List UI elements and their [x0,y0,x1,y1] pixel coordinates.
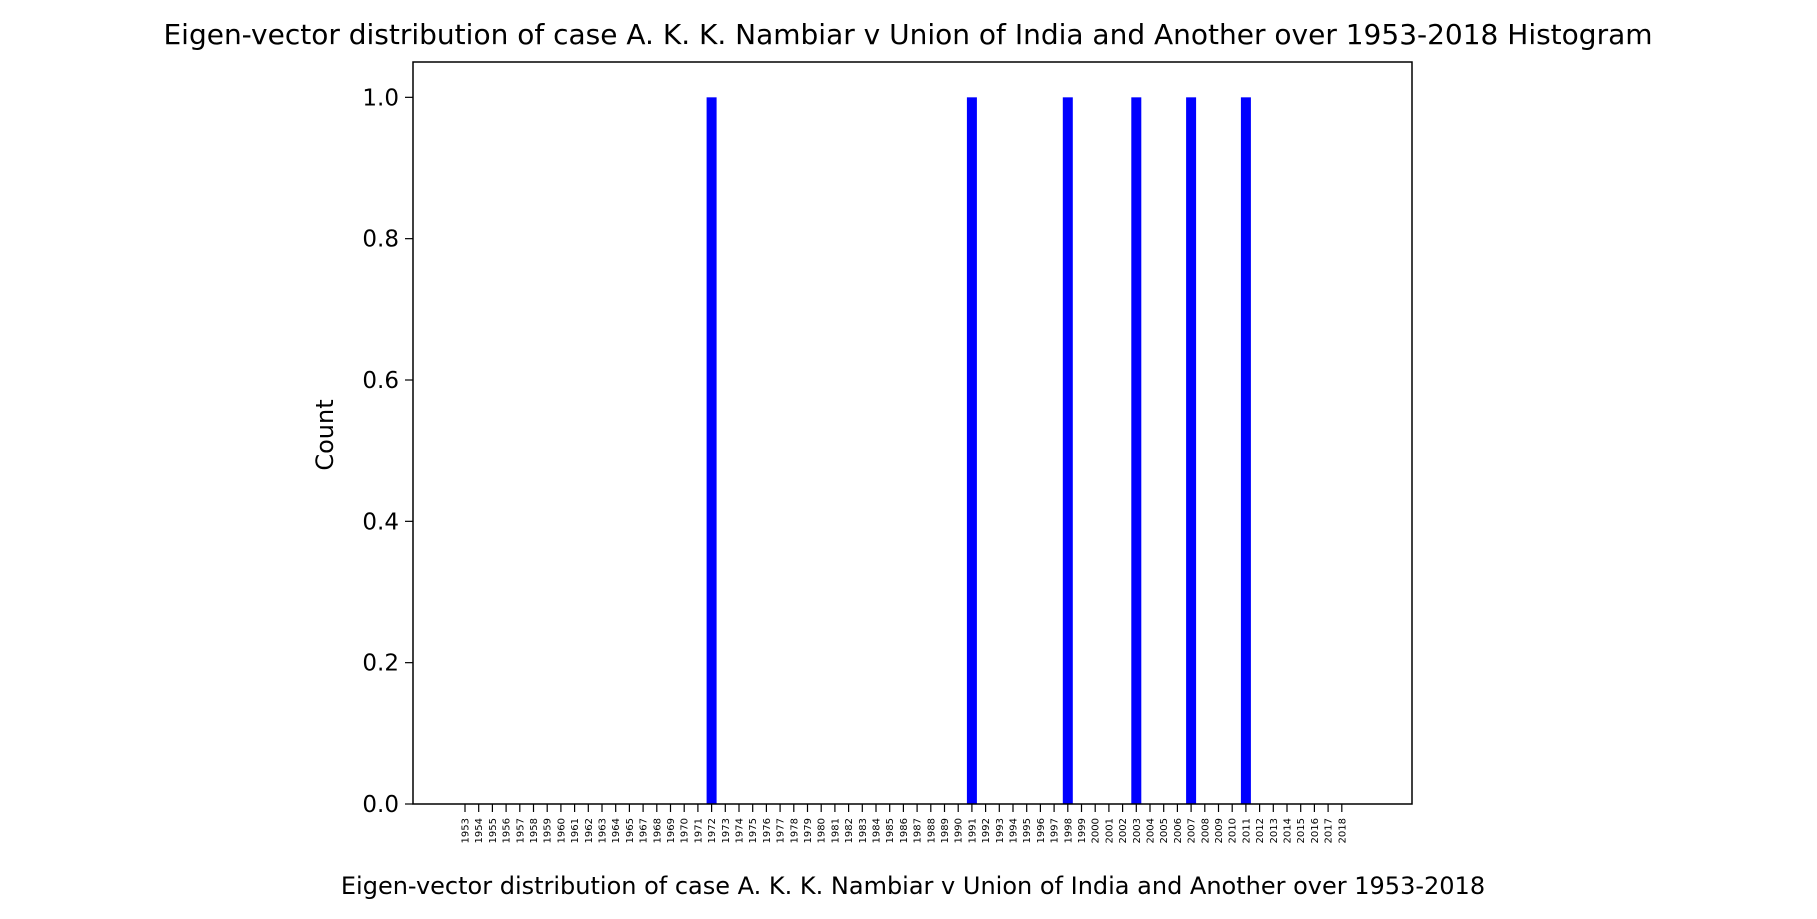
bar-2007 [1186,97,1197,804]
x-tick-label-2015: 2015 [1296,818,1307,843]
bars-layer [706,97,1251,804]
x-tick-label-1967: 1967 [639,818,650,843]
x-tick-label-1959: 1959 [543,818,554,843]
x-tick-label-2001: 2001 [1104,818,1115,843]
x-tick-label-2017: 2017 [1324,818,1335,843]
x-tick-label-1994: 1994 [1009,818,1020,843]
plot-frame [412,61,1413,805]
x-tick-label-1988: 1988 [926,818,937,843]
y-tick-label-0.6: 0.6 [362,368,399,394]
x-tick-label-2013: 2013 [1269,818,1280,843]
x-tick-label-1953: 1953 [461,818,472,843]
x-tick-label-1971: 1971 [693,818,704,843]
x-axis-ticks: 1953 1954 1955 1956 1957 1958 1959 1960 1961 1962… [461,804,1348,843]
x-tick-label-1983: 1983 [858,818,869,843]
x-tick-label-1986: 1986 [899,818,910,843]
x-tick-label-1991: 1991 [967,818,978,843]
x-tick-label-1995: 1995 [1022,818,1033,843]
x-tick-label-1992: 1992 [981,818,992,843]
x-tick-label-1993: 1993 [995,818,1006,843]
x-tick-label-2005: 2005 [1159,818,1170,843]
x-tick-label-1954: 1954 [474,818,485,843]
bar-2003 [1131,97,1142,804]
x-tick-label-1979: 1979 [803,818,814,843]
x-tick-label-2007: 2007 [1187,818,1198,843]
x-tick-label-1962: 1962 [584,818,595,843]
x-tick-label-1978: 1978 [789,818,800,843]
x-tick-label-1997: 1997 [1050,818,1061,843]
x-tick-label-1969: 1969 [666,818,677,843]
x-tick-label-2004: 2004 [1146,818,1157,843]
x-tick-label-1985: 1985 [885,818,896,843]
x-tick-label-1975: 1975 [748,818,759,843]
x-tick-label-1957: 1957 [515,818,526,843]
x-tick-label-2011: 2011 [1241,818,1252,843]
x-tick-label-2003: 2003 [1132,818,1143,843]
x-tick-label-1998: 1998 [1063,818,1074,843]
x-tick-label-1973: 1973 [721,818,732,843]
x-tick-label-2002: 2002 [1118,818,1129,843]
x-tick-label-1958: 1958 [529,818,540,843]
chart-title: Eigen-vector distribution of case A. K. … [163,18,1652,51]
x-tick-label-1974: 1974 [735,818,746,843]
x-tick-label-1990: 1990 [954,818,965,843]
x-tick-label-2016: 2016 [1310,818,1321,843]
x-tick-label-1999: 1999 [1077,818,1088,843]
y-tick-label-0.2: 0.2 [362,651,399,677]
y-tick-label-0.4: 0.4 [362,509,399,535]
x-tick-label-1980: 1980 [817,818,828,843]
x-tick-label-2010: 2010 [1228,818,1239,843]
y-tick-label-0.0: 0.0 [362,792,399,818]
x-tick-label-1968: 1968 [652,818,663,843]
y-axis-label: Count [311,399,339,470]
x-tick-label-2018: 2018 [1337,818,1348,843]
x-tick-label-1963: 1963 [598,818,609,843]
x-tick-label-1965: 1965 [625,818,636,843]
x-tick-label-2008: 2008 [1200,818,1211,843]
x-tick-label-2009: 2009 [1214,818,1225,843]
x-tick-label-1996: 1996 [1036,818,1047,843]
x-tick-label-1961: 1961 [570,818,581,843]
bar-2011 [1240,97,1251,804]
x-tick-label-1989: 1989 [940,818,951,843]
x-tick-label-1981: 1981 [830,818,841,843]
x-tick-label-2006: 2006 [1173,818,1184,843]
x-tick-label-1987: 1987 [913,818,924,843]
x-tick-label-1960: 1960 [556,818,567,843]
bar-1998 [1062,97,1073,804]
x-tick-label-1976: 1976 [762,818,773,843]
x-tick-label-1956: 1956 [502,818,513,843]
y-axis-ticks: 0.0 0.2 0.4 0.6 0.8 1.0 [362,85,413,818]
x-tick-label-1972: 1972 [707,818,718,843]
x-tick-label-2014: 2014 [1283,818,1294,843]
y-tick-label-1.0: 1.0 [362,85,399,111]
x-tick-label-1970: 1970 [680,818,691,843]
y-tick-label-0.8: 0.8 [362,227,399,253]
x-tick-label-1964: 1964 [611,818,622,843]
bar-1972 [706,97,717,804]
x-tick-label-1955: 1955 [488,818,499,843]
x-tick-label-1982: 1982 [844,818,855,843]
x-tick-label-2012: 2012 [1255,818,1266,843]
x-tick-label-1984: 1984 [872,818,883,843]
x-axis-label: Eigen-vector distribution of case A. K. … [341,872,1485,900]
x-tick-label-2000: 2000 [1091,818,1102,843]
x-tick-label-1977: 1977 [776,818,787,843]
bar-1991 [966,97,977,804]
